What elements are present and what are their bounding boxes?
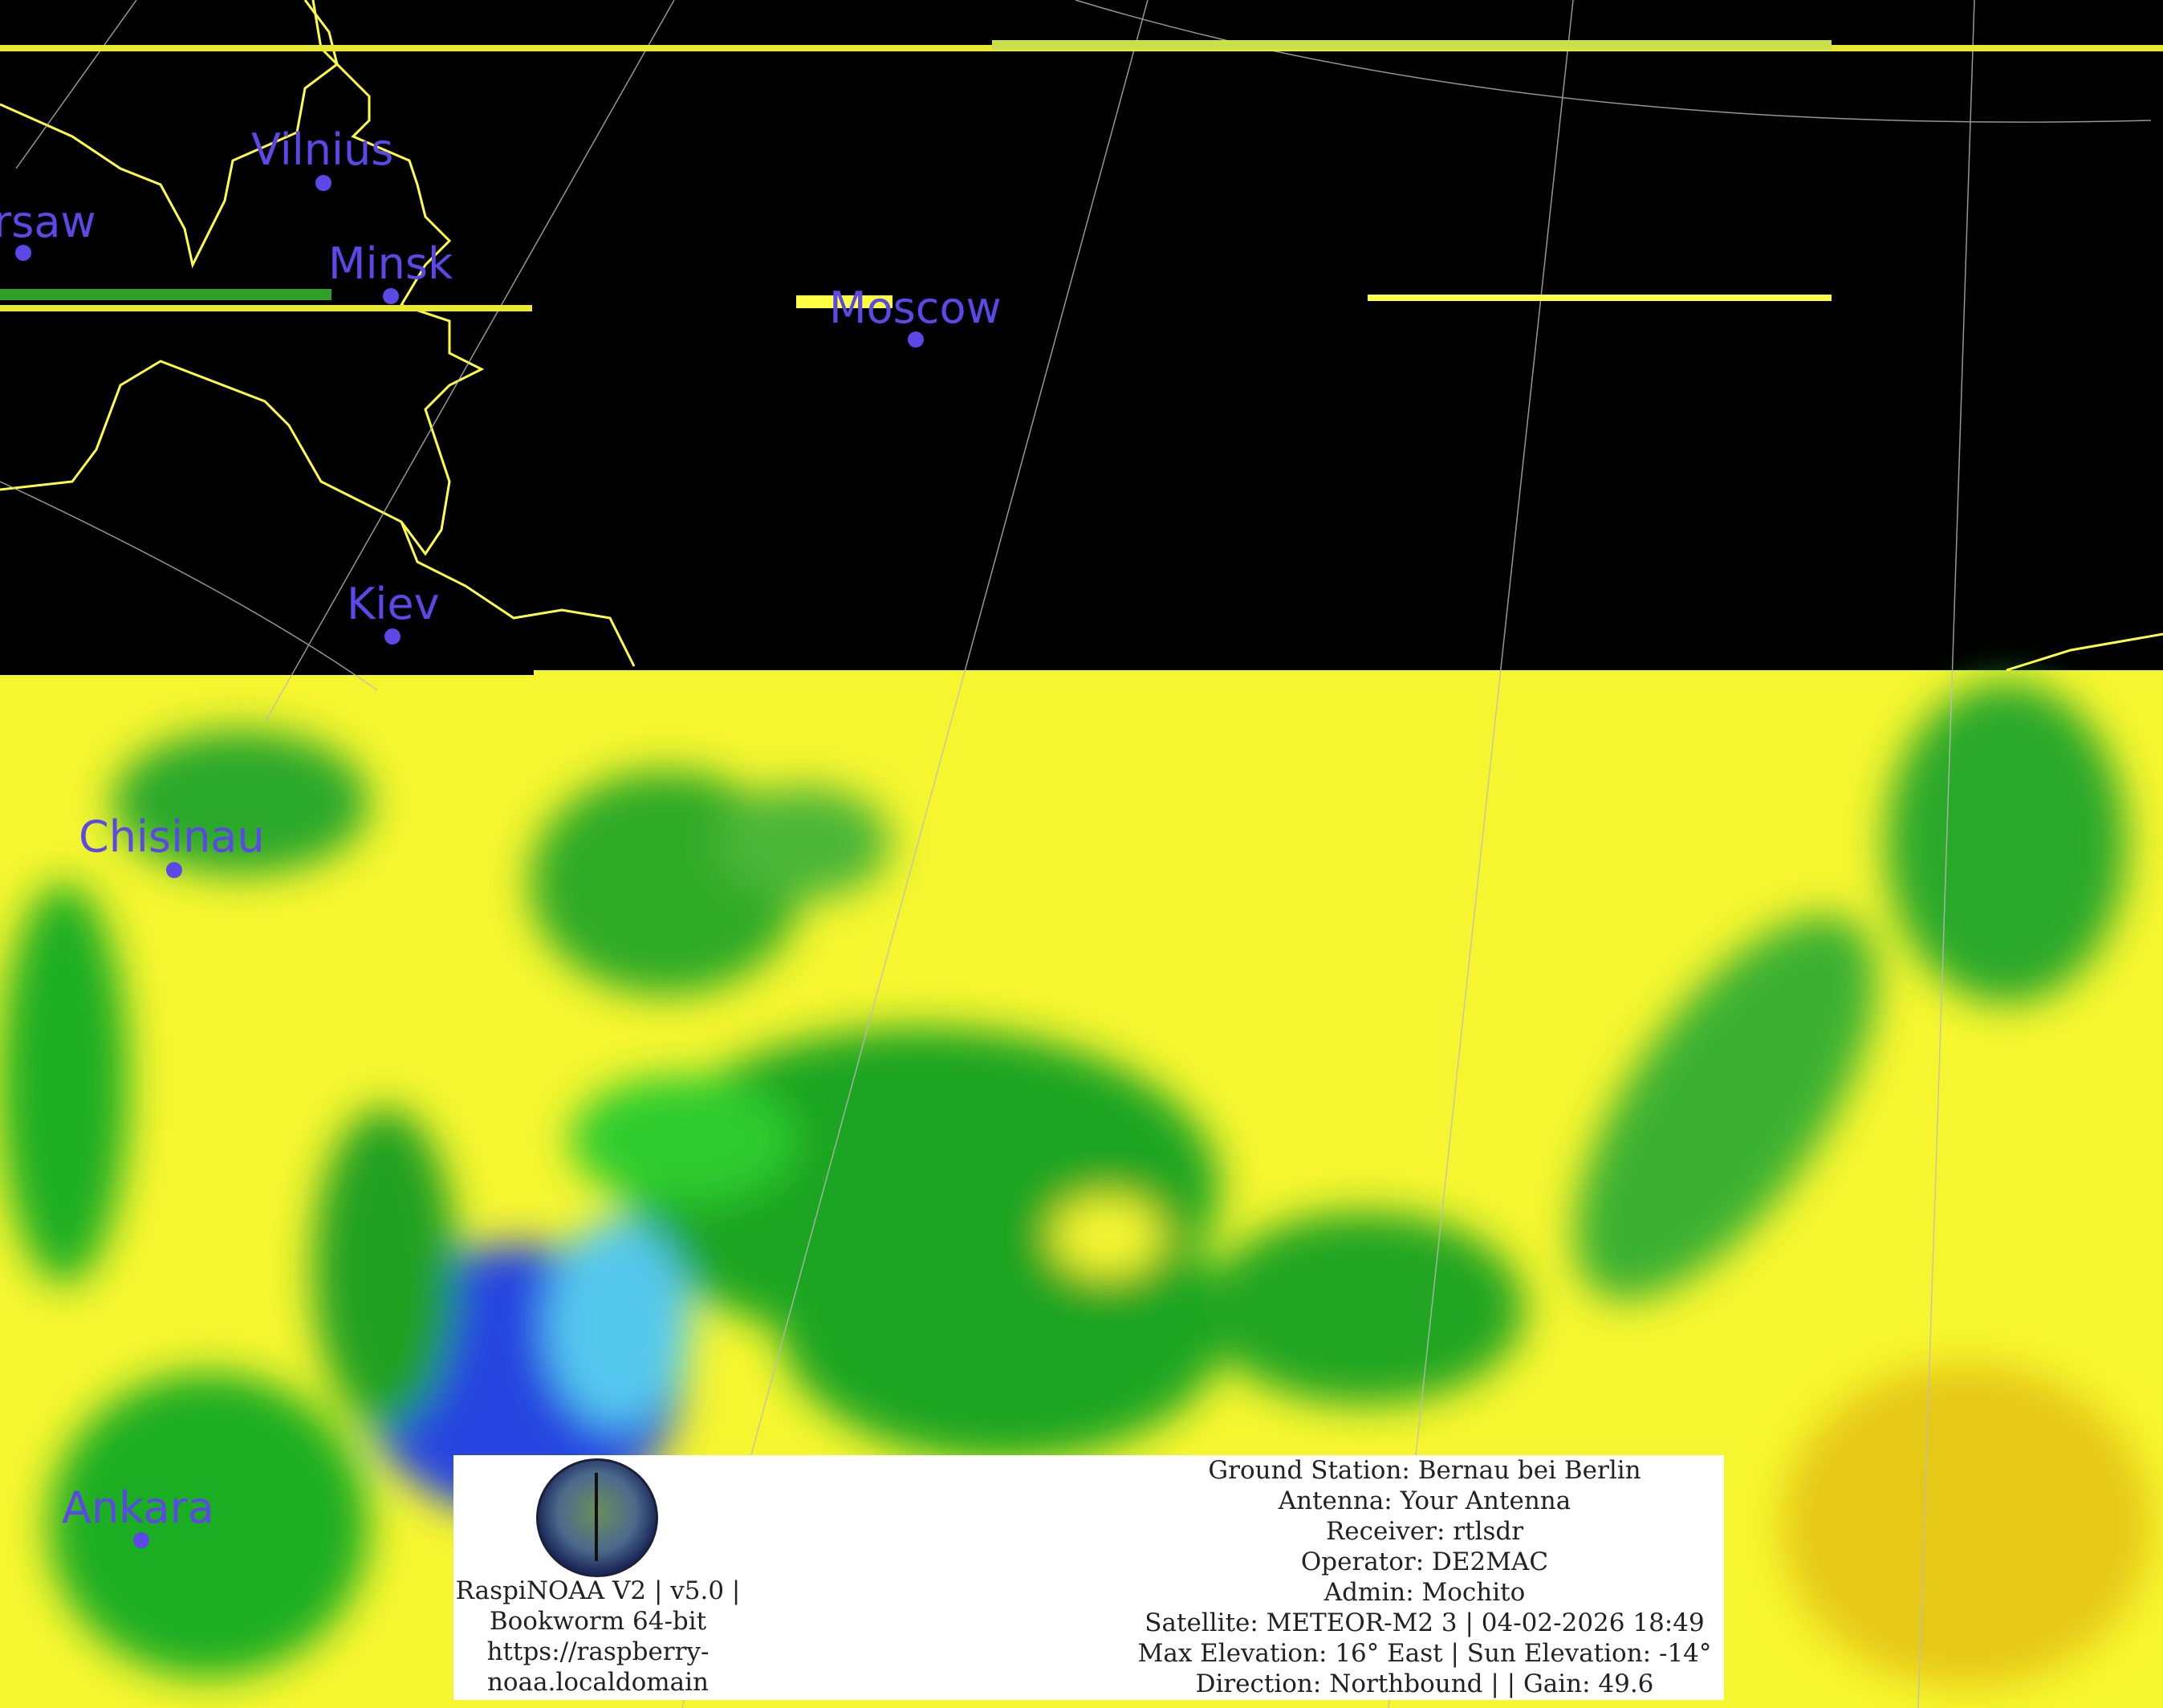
info-line: Bookworm 64-bit (489, 1607, 707, 1636)
cloud-pattern (0, 682, 2151, 1686)
antenna: Antenna: Your Antenna (1278, 1486, 1571, 1515)
city-label-warsaw: rsaw (0, 197, 96, 247)
direction-gain: Direction: Northbound | | Gain: 49.6 (1195, 1669, 1654, 1698)
city-dot (315, 175, 331, 191)
satellite: Satellite: METEOR-M2 3 | 04-02-2026 18:4… (1145, 1608, 1705, 1637)
city-label-moscow: Moscow (829, 283, 1002, 333)
info-line: noaa.localdomain (486, 1668, 709, 1697)
raspinoaa-logo (536, 1458, 658, 1577)
border-lines (0, 0, 2163, 672)
info-line: https://raspberry- (486, 1637, 709, 1666)
city-label-ankara: Ankara (62, 1482, 214, 1533)
city-dot (383, 288, 399, 304)
city-dot (384, 628, 400, 645)
scan-artifacts (0, 40, 2163, 311)
ground-station: Ground Station: Bernau bei Berlin (1208, 1456, 1641, 1485)
city-dot (908, 331, 924, 348)
admin: Admin: Mochito (1323, 1578, 1526, 1607)
software-info: RaspiNOAA V2 | v5.0 | Bookworm 64-bit ht… (453, 1576, 742, 1698)
city-dot (166, 862, 182, 878)
info-box: RaspiNOAA V2 | v5.0 | Bookworm 64-bit ht… (453, 1455, 1724, 1700)
city-label-minsk: Minsk (328, 238, 453, 289)
city-dot (15, 245, 31, 261)
receiver: Receiver: rtlsdr (1325, 1517, 1524, 1546)
city-dot (133, 1532, 149, 1548)
city-label-vilnius: Vilnius (251, 124, 394, 175)
city-label-chisinau: Chisinau (79, 811, 265, 862)
elevation: Max Elevation: 16° East | Sun Elevation:… (1137, 1639, 1712, 1668)
city-label-kiev: Kiev (347, 579, 440, 629)
operator: Operator: DE2MAC (1300, 1547, 1549, 1576)
station-info: Ground Station: Bernau bei Berlin Antenn… (1120, 1455, 1730, 1699)
info-line: RaspiNOAA V2 | v5.0 | (455, 1576, 741, 1605)
